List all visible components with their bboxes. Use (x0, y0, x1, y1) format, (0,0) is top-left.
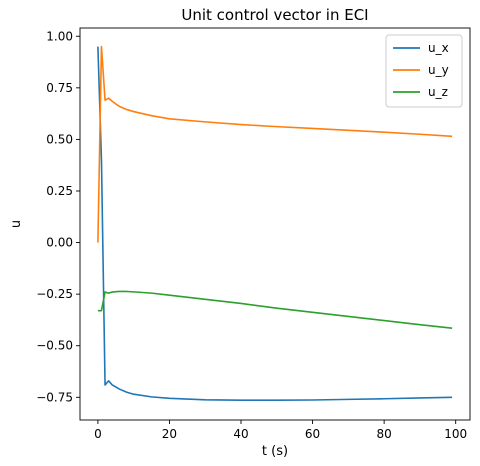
series-line-u-x (97, 46, 453, 401)
x-tick-label: 100 (444, 427, 467, 441)
legend-entry-label: u_z (428, 85, 448, 99)
y-tick-label: 0.50 (46, 132, 73, 146)
y-axis-label: u (9, 220, 24, 228)
x-axis-ticks: 0 20 40 60 80 100 (94, 420, 467, 441)
x-tick-label: 0 (94, 427, 102, 441)
x-tick-label: 20 (162, 427, 177, 441)
y-tick-label: 0.25 (46, 184, 73, 198)
series-line-u-y (97, 45, 453, 243)
x-axis-label: t (s) (262, 444, 288, 459)
y-tick-label: 1.00 (46, 29, 73, 43)
y-tick-label: 0.00 (46, 236, 73, 250)
y-tick-label: 0.75 (46, 81, 73, 95)
legend: u_x u_y u_z (385, 34, 463, 108)
y-tick-label: −0.25 (36, 287, 73, 301)
y-tick-label: −0.50 (36, 339, 73, 353)
legend-box (385, 34, 463, 108)
legend-entry-label: u_y (428, 63, 449, 77)
x-tick-label: 80 (376, 427, 391, 441)
y-tick-label: −0.75 (36, 390, 73, 404)
legend-entry-label: u_x (428, 41, 449, 55)
x-tick-label: 40 (233, 427, 248, 441)
series-layer (97, 45, 453, 401)
series-line-u-z (97, 290, 453, 329)
plot-frame (79, 27, 471, 421)
x-tick-label: 60 (305, 427, 320, 441)
y-axis-ticks: −0.75 −0.50 −0.25 0.00 0.25 0.50 0.75 1.00 (36, 29, 80, 404)
chart-title: Unit control vector in ECI (181, 6, 368, 24)
